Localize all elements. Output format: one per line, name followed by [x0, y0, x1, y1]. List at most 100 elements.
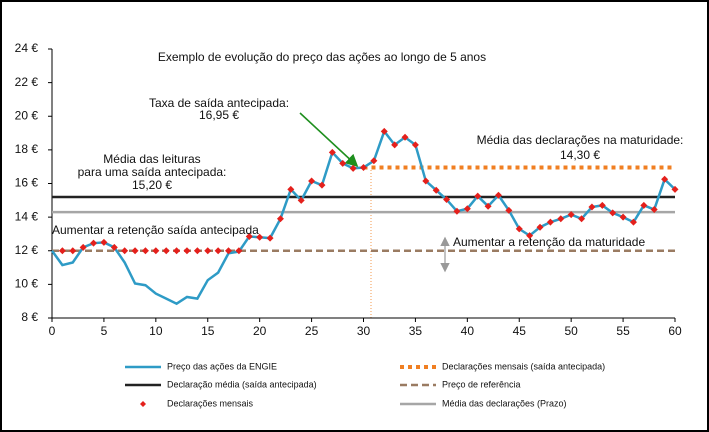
y-tick-label: 20 € [15, 108, 39, 122]
data-point [141, 247, 149, 255]
data-point [235, 247, 243, 255]
y-tick-label: 18 € [15, 142, 39, 156]
annotation: Média das leituras [103, 152, 200, 166]
data-point [474, 192, 482, 200]
legend-label: Média das declarações (Prazo) [442, 398, 567, 408]
data-point [100, 238, 108, 246]
data-point [328, 148, 336, 156]
data-point [79, 243, 87, 251]
data-point [463, 205, 471, 213]
data-point [245, 232, 253, 240]
x-tick-label: 15 [201, 324, 215, 338]
data-point [505, 206, 513, 214]
x-tick-label: 5 [101, 324, 108, 338]
x-tick-label: 55 [616, 324, 630, 338]
legend-label: Declaração média (saída antecipada) [167, 379, 317, 389]
data-point [494, 191, 502, 199]
x-tick-label: 35 [409, 324, 423, 338]
data-point [661, 175, 669, 183]
data-point [152, 247, 160, 255]
data-point [90, 239, 98, 247]
data-point [557, 215, 565, 223]
data-point [443, 195, 451, 203]
data-point [578, 215, 586, 223]
data-point [629, 218, 637, 226]
data-point [671, 185, 679, 193]
x-tick-label: 0 [49, 324, 56, 338]
data-point [204, 247, 212, 255]
legend-label: Preço das ações da ENGIE [167, 361, 277, 371]
data-point [484, 202, 492, 210]
data-point [588, 203, 596, 211]
x-tick-label: 20 [253, 324, 267, 338]
data-point [349, 164, 357, 172]
data-point [225, 247, 233, 255]
data-point [422, 177, 430, 185]
data-point [598, 201, 606, 209]
data-point [515, 225, 523, 233]
y-tick-label: 12 € [15, 243, 39, 257]
data-point [360, 164, 367, 172]
data-point [650, 206, 658, 214]
legend-label: Preço de referência [442, 379, 521, 389]
data-point [214, 247, 222, 255]
annotation: Taxa de saída antecipada: [149, 96, 289, 110]
data-point [339, 159, 347, 167]
data-point [526, 232, 534, 240]
data-point [193, 247, 201, 255]
x-tick-label: 10 [149, 324, 163, 338]
x-tick-label: 40 [461, 324, 475, 338]
annotation: Média das declarações na maturidade: [477, 133, 684, 147]
data-point [69, 247, 77, 255]
annotation: Aumentar a retenção da maturidade [453, 235, 645, 249]
data-point [162, 247, 170, 255]
data-point [266, 234, 274, 242]
data-point [391, 141, 399, 149]
annotation: 14,30 € [560, 148, 600, 162]
annotation: 15,20 € [132, 178, 172, 192]
data-point [297, 196, 305, 204]
y-tick-label: 8 € [21, 310, 38, 324]
data-point [609, 209, 617, 217]
data-point [276, 215, 284, 223]
x-tick-label: 45 [513, 324, 527, 338]
annotation: Aumentar a retenção saída antecipada [52, 223, 259, 237]
data-point [173, 247, 181, 255]
legend-label: Declarações mensais (saída antecipada) [442, 361, 605, 371]
data-point [546, 218, 554, 226]
data-point [318, 181, 326, 189]
y-tick-label: 16 € [15, 176, 39, 190]
x-tick-label: 60 [668, 324, 682, 338]
data-point [183, 247, 191, 255]
data-point [256, 233, 264, 241]
data-point [619, 213, 627, 221]
data-point [308, 177, 316, 185]
data-point [287, 185, 295, 193]
legend-swatch [140, 401, 146, 407]
y-tick-label: 10 € [15, 277, 39, 291]
chart-title: Exemplo de evolução do preço das ações a… [158, 50, 486, 64]
y-tick-label: 14 € [15, 209, 39, 223]
data-point [110, 243, 118, 251]
x-tick-label: 30 [357, 324, 371, 338]
data-point [121, 247, 129, 255]
data-point [58, 247, 66, 255]
x-tick-label: 50 [564, 324, 578, 338]
data-point [370, 157, 378, 165]
data-point [401, 133, 409, 141]
data-point [432, 186, 440, 194]
legend-label: Declarações mensais [167, 398, 254, 408]
data-point [453, 207, 461, 215]
data-point [640, 201, 648, 209]
data-point [567, 211, 575, 219]
x-tick-label: 25 [305, 324, 319, 338]
data-point [131, 247, 139, 255]
y-tick-label: 22 € [15, 75, 39, 89]
annotation: para uma saída antecipada: [78, 165, 227, 179]
data-point [411, 141, 419, 149]
data-point [536, 223, 544, 231]
y-tick-label: 24 € [15, 41, 39, 55]
data-point [380, 127, 388, 135]
